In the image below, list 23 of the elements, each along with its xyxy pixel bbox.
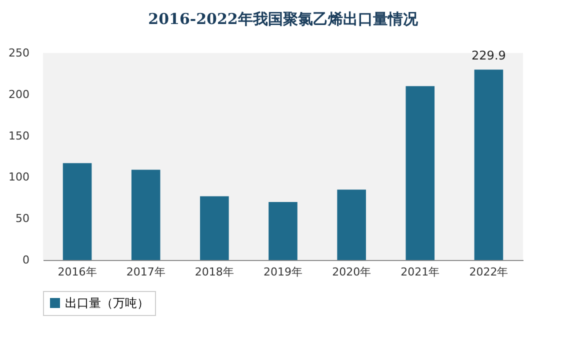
x-tick-label: 2019年 (264, 266, 302, 278)
bar (62, 163, 92, 260)
bar (406, 86, 435, 260)
y-tick-label: 50 (16, 212, 30, 226)
y-tick-label: 250 (8, 46, 30, 60)
x-tick-label: 2021年 (400, 266, 440, 278)
y-tick-label: 100 (8, 170, 30, 184)
bar (337, 190, 366, 260)
y-tick-label: 200 (8, 88, 30, 101)
x-tick-label: 2018年 (194, 266, 234, 278)
x-tick-label: 2022年 (469, 266, 508, 278)
legend-label: 出口量（万吨） (65, 296, 149, 310)
bar (474, 70, 504, 260)
y-tick-label: 150 (8, 129, 30, 142)
chart-title: 2016-2022年我国聚氯乙烯出口量情况 (148, 10, 419, 28)
x-tick-label: 2017年 (126, 266, 166, 278)
y-tick-label: 0 (22, 254, 30, 266)
x-tick-label: 2016年 (58, 266, 97, 278)
data-label: 229.9 (472, 48, 506, 63)
bar (131, 170, 160, 260)
bar (268, 202, 298, 260)
x-tick-label: 2020年 (332, 266, 372, 278)
bar (200, 196, 229, 260)
